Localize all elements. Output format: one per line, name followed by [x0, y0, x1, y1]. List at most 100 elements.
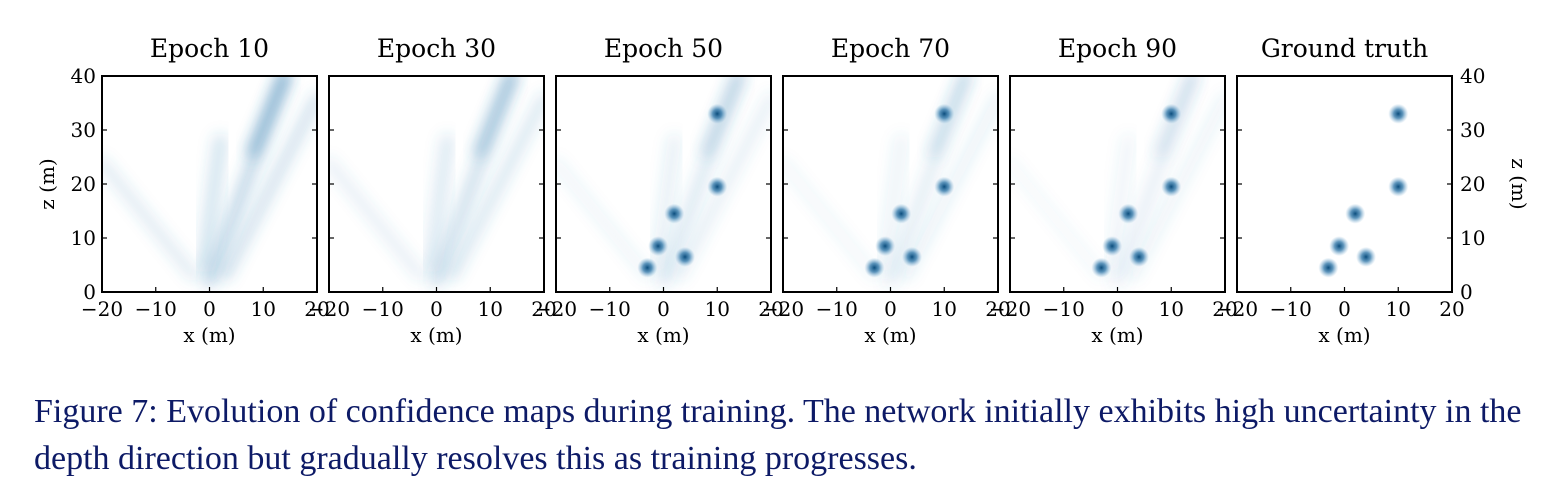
x-tick-label: 0 — [203, 297, 216, 321]
source-point — [891, 203, 912, 224]
uncertainty-streak — [556, 157, 653, 281]
source-point — [637, 257, 658, 278]
x-axis-label: x (m) — [1318, 323, 1370, 347]
x-tick-label: −10 — [589, 297, 631, 321]
y-tick-label: 0 — [1460, 280, 1473, 304]
source-point — [1129, 246, 1149, 267]
y-tick-label: 20 — [71, 172, 96, 196]
confidence-map — [1010, 76, 1225, 288]
panel-title: Epoch 10 — [150, 34, 269, 63]
panel: Epoch 90 −20 −10 0 10 20 x (m) — [989, 34, 1238, 347]
confidence-map — [102, 76, 317, 288]
confidence-map — [783, 76, 998, 288]
y-tick-label: 10 — [1460, 226, 1485, 250]
x-tick-label: 20 — [304, 297, 329, 321]
panel: Epoch 50 −20 −10 0 10 20 x (m) — [535, 34, 784, 347]
figure-caption: Figure 7: Evolution of confidence maps d… — [34, 393, 1522, 477]
x-tick-label: −20 — [1216, 297, 1258, 321]
y-tick-label: 0 — [83, 280, 96, 304]
source-point — [1318, 257, 1339, 278]
figure: Epoch 10 −20 −10 0 10 20 x (m) 0 10 20 30 40 z (m) Ep… — [35, 34, 1531, 347]
source-point — [1356, 246, 1376, 267]
source-point — [1102, 236, 1123, 257]
uncertainty-streak — [329, 157, 426, 281]
x-tick-label: 10 — [932, 297, 957, 321]
source-point — [902, 246, 922, 267]
x-axis-label: x (m) — [864, 323, 916, 347]
source-point — [1329, 236, 1350, 257]
source-point — [1118, 203, 1139, 224]
y-tick-label: 10 — [71, 226, 96, 250]
y-axis-label-right: z (m) — [1507, 158, 1531, 209]
uncertainty-streak — [1010, 157, 1107, 281]
uncertainty-streak — [473, 76, 518, 158]
source-point — [1091, 257, 1112, 278]
x-tick-label: 20 — [985, 297, 1010, 321]
uncertainty-streak — [246, 76, 291, 158]
uncertainty-streak — [102, 157, 199, 281]
x-tick-label: 0 — [430, 297, 443, 321]
x-tick-label: −20 — [81, 297, 123, 321]
confidence-map — [1318, 103, 1409, 278]
source-point — [934, 103, 955, 124]
x-tick-label: 0 — [657, 297, 670, 321]
panel-title: Ground truth — [1261, 34, 1428, 63]
source-point — [1388, 103, 1409, 124]
x-tick-label: 20 — [758, 297, 783, 321]
x-tick-label: 20 — [1439, 297, 1464, 321]
panel-title: Epoch 70 — [831, 34, 950, 63]
x-tick-label: 10 — [1159, 297, 1184, 321]
panel-title: Epoch 30 — [377, 34, 496, 63]
x-tick-label: 10 — [1386, 297, 1411, 321]
x-tick-label: 0 — [1111, 297, 1124, 321]
uncertainty-streak — [424, 133, 455, 272]
panel-title: Epoch 90 — [1058, 34, 1177, 63]
x-axis-label: x (m) — [410, 323, 462, 347]
x-tick-label: 20 — [1212, 297, 1237, 321]
panel-title: Epoch 50 — [604, 34, 723, 63]
y-tick-label: 40 — [71, 64, 96, 88]
x-tick-label: −20 — [308, 297, 350, 321]
uncertainty-streak — [197, 133, 228, 272]
x-tick-label: −10 — [816, 297, 858, 321]
x-tick-label: −10 — [362, 297, 404, 321]
x-tick-label: −10 — [1043, 297, 1085, 321]
uncertainty-streak — [220, 92, 317, 281]
confidence-map — [556, 76, 771, 288]
source-point — [707, 176, 728, 197]
panel: Epoch 30 −20 −10 0 10 20 x (m) — [308, 34, 557, 347]
source-point — [707, 103, 728, 124]
x-tick-label: 10 — [478, 297, 503, 321]
source-point — [934, 176, 955, 197]
source-point — [664, 203, 685, 224]
x-tick-label: −20 — [762, 297, 804, 321]
y-tick-label: 30 — [1460, 118, 1485, 142]
x-tick-label: 10 — [251, 297, 276, 321]
panel-frame — [1236, 75, 1453, 293]
x-tick-label: −20 — [989, 297, 1031, 321]
confidence-map — [329, 76, 544, 288]
x-tick-label: 10 — [705, 297, 730, 321]
source-point — [864, 257, 885, 278]
y-tick-label: 20 — [1460, 172, 1485, 196]
uncertainty-streak — [783, 157, 880, 281]
source-point — [875, 236, 896, 257]
uncertainty-streak — [447, 92, 544, 281]
y-tick-label: 40 — [1460, 64, 1485, 88]
source-point — [1388, 176, 1409, 197]
x-tick-label: −10 — [135, 297, 177, 321]
source-point — [1161, 103, 1182, 124]
y-tick-label: 30 — [71, 118, 96, 142]
panel: Epoch 70 −20 −10 0 10 20 x (m) — [762, 34, 1011, 347]
x-axis-label: x (m) — [637, 323, 689, 347]
source-point — [1345, 203, 1366, 224]
x-axis-label: x (m) — [183, 323, 235, 347]
x-axis-label: x (m) — [1091, 323, 1143, 347]
x-tick-label: 0 — [1338, 297, 1351, 321]
x-tick-label: 20 — [531, 297, 556, 321]
x-tick-label: 0 — [884, 297, 897, 321]
source-point — [675, 246, 695, 267]
x-tick-label: −10 — [1270, 297, 1312, 321]
